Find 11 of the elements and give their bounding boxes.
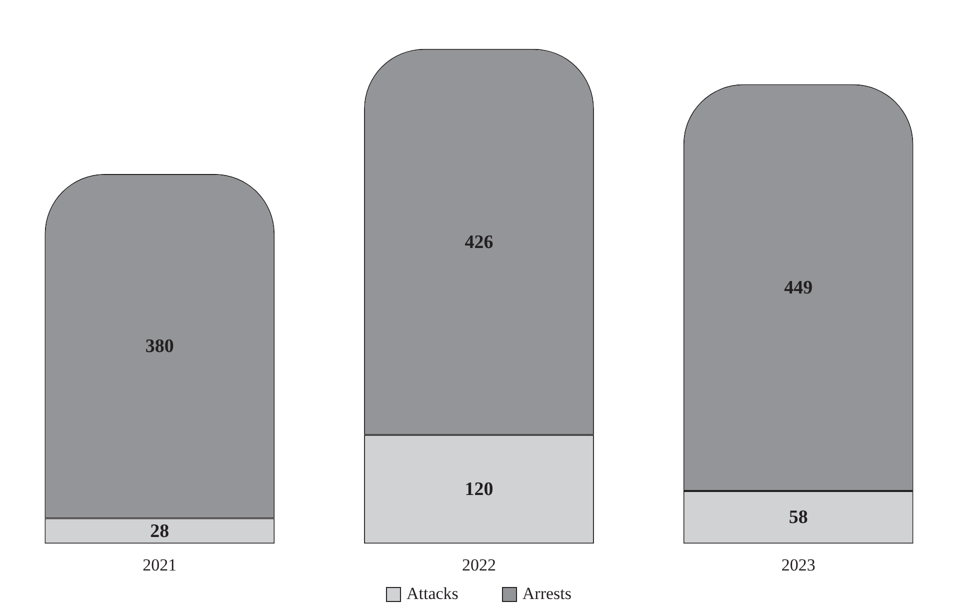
data-label: 449 xyxy=(784,278,813,299)
data-label: 426 xyxy=(464,232,494,253)
x-tick-label: 2023 xyxy=(781,555,816,574)
x-tick-label: 2021 xyxy=(142,555,177,574)
data-label: 28 xyxy=(150,520,170,542)
legend-label: Attacks xyxy=(406,584,458,604)
legend-label: Arrests xyxy=(522,584,572,604)
x-tick-label: 2022 xyxy=(462,555,496,574)
data-label: 380 xyxy=(145,336,174,357)
data-label: 58 xyxy=(788,507,808,528)
data-label: 120 xyxy=(464,479,494,500)
